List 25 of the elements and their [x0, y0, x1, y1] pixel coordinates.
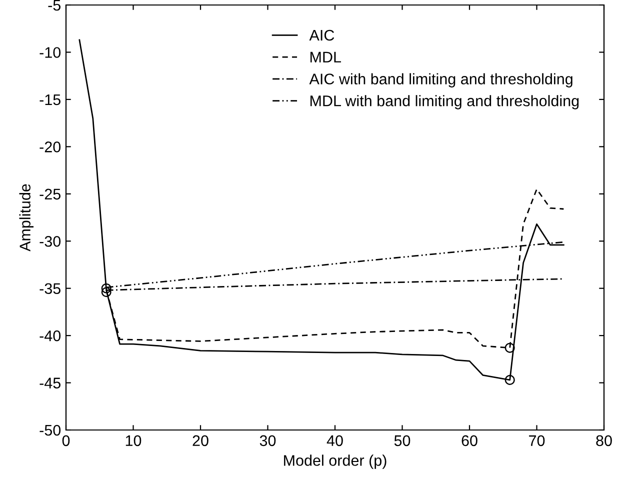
legend-label: AIC [309, 30, 334, 41]
x-tick-label: 30 [260, 435, 276, 446]
y-tick-label: -35 [40, 283, 60, 294]
x-tick-label: 60 [462, 435, 478, 446]
y-tick-label: -15 [40, 94, 60, 106]
x-tick-label: 20 [192, 435, 208, 446]
y-tick-label: -45 [40, 378, 60, 388]
x-tick-label: 50 [394, 435, 410, 446]
legend-label: AIC with band limiting and thresholding [309, 73, 572, 88]
legend-label: MDL [310, 52, 341, 62]
x-tick-label: 80 [596, 435, 612, 446]
y-tick-label: -30 [40, 236, 61, 247]
x-axis-title: Model order (p) [284, 454, 386, 469]
y-tick-label: -20 [40, 142, 61, 152]
y-tick-label: -50 [40, 424, 61, 436]
x-tick-label: 70 [529, 435, 545, 446]
y-tick-label: -40 [40, 330, 61, 342]
x-tick-label: 0 [62, 435, 70, 446]
x-tick-label: 40 [326, 435, 343, 446]
y-tick-label: -5 [48, 0, 60, 11]
legend-label: MDL with band limiting and thresholding [310, 95, 579, 110]
y-tick-label: -10 [40, 47, 61, 58]
y-axis-title: Amplitude [19, 184, 34, 252]
x-tick-label: 10 [126, 435, 142, 446]
y-tick-label: -25 [40, 188, 60, 200]
